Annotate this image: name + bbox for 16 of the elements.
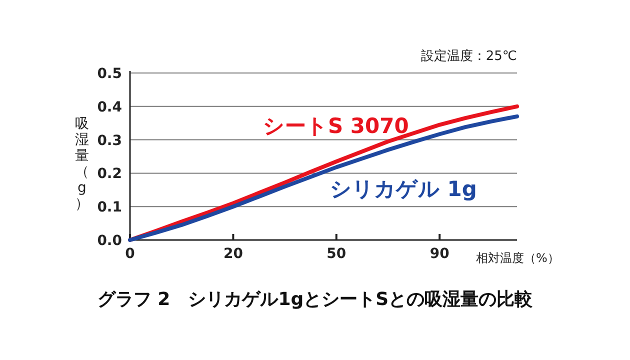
series-label: シリカゲル 1g: [330, 177, 477, 201]
x-tick-label: 20: [223, 246, 244, 262]
x-tick-label: 50: [326, 246, 346, 262]
x-axis-title: 相対温度（%）: [476, 251, 560, 265]
text: 設定温度：25℃: [420, 48, 517, 64]
x-tick-label: 90: [430, 246, 450, 262]
y-tick-label: 0.5: [97, 66, 122, 82]
y-tick-label: 0.3: [97, 132, 122, 149]
x-tick-label: 0: [125, 246, 136, 262]
y-axis-title: 吸湿量（g）: [75, 116, 89, 212]
series-label: シートS 3070: [263, 114, 409, 138]
y-tick-label: 0.1: [97, 200, 122, 216]
y-tick-label: 0.0: [97, 233, 122, 249]
text: グラフ 2 シリカゲル1gとシートSとの吸湿量の比較: [97, 289, 534, 310]
y-tick-label: 0.2: [97, 166, 122, 182]
y-tick-label: 0.4: [97, 99, 122, 116]
